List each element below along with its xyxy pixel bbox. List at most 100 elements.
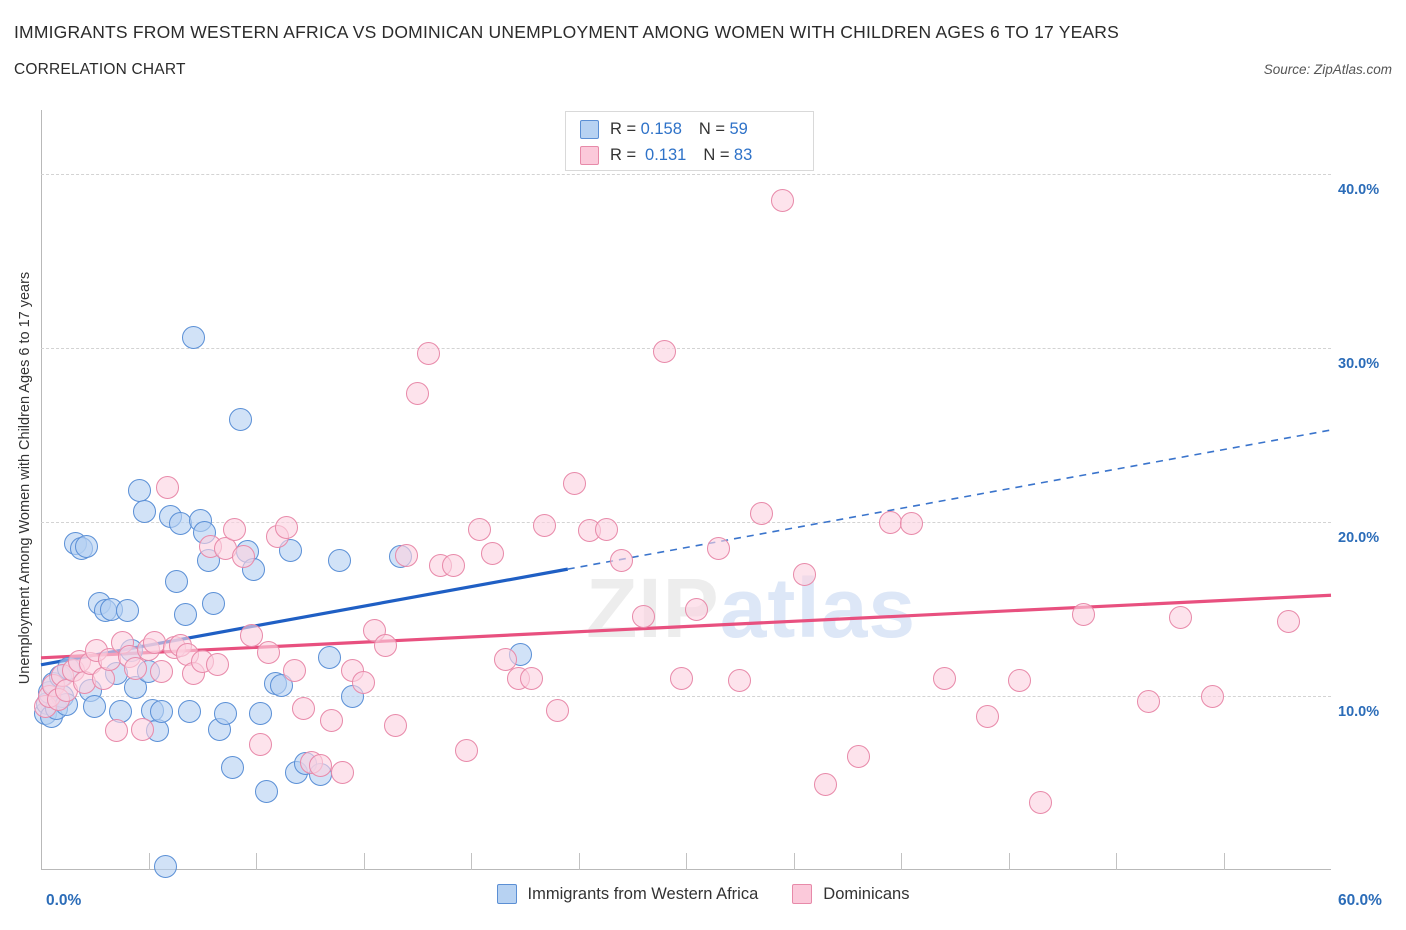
scatter-point-dominicans[interactable]	[685, 597, 709, 621]
scatter-point-dominicans[interactable]	[104, 719, 128, 743]
scatter-point-dominicans[interactable]	[706, 536, 730, 560]
scatter-point-dominicans[interactable]	[231, 545, 255, 569]
scatter-point-dominicans[interactable]	[545, 698, 569, 722]
scatter-point-dominicans[interactable]	[878, 510, 902, 534]
scatter-point-dominicans[interactable]	[405, 381, 429, 405]
scatter-point-dominicans[interactable]	[124, 656, 148, 680]
x-tick-11	[1223, 853, 1225, 870]
scatter-point-dominicans[interactable]	[814, 773, 838, 797]
scatter-point-dominicans[interactable]	[653, 340, 676, 364]
scatter-point-dominicans[interactable]	[771, 188, 795, 212]
scatter-point-dominicans[interactable]	[728, 668, 752, 692]
trendline-blue-dashed	[567, 429, 1332, 570]
stats-legend-row-pink: R = 0.131 N = 83	[580, 142, 752, 168]
scatter-point-dominicans[interactable]	[223, 517, 246, 541]
scatter-point-dominicans[interactable]	[149, 660, 173, 684]
scatter-point-dominicans[interactable]	[416, 341, 440, 365]
scatter-point-dominicans[interactable]	[240, 623, 264, 647]
scatter-point-dominicans[interactable]	[631, 604, 655, 628]
x-axis-max-label: 60.0%	[1338, 892, 1382, 909]
x-tick-5	[578, 853, 580, 870]
scatter-point-immigrants[interactable]	[220, 755, 244, 779]
legend-n-value-pink: 83	[733, 145, 753, 164]
x-tick-4	[471, 853, 472, 870]
x-tick-7	[793, 853, 795, 870]
scatter-point-dominicans[interactable]	[274, 515, 298, 539]
scatter-point-dominicans[interactable]	[309, 754, 332, 778]
scatter-point-immigrants[interactable]	[115, 599, 139, 623]
series-swatch-blue-icon	[496, 884, 517, 904]
scatter-point-dominicans[interactable]	[846, 745, 870, 769]
scatter-point-dominicans[interactable]	[562, 472, 586, 496]
series-legend-label-immigrants: Immigrants from Western Africa	[527, 884, 759, 903]
scatter-point-immigrants[interactable]	[128, 479, 152, 503]
scatter-point-immigrants[interactable]	[214, 701, 238, 725]
scatter-point-dominicans[interactable]	[248, 733, 272, 757]
scatter-point-dominicans[interactable]	[610, 548, 633, 572]
scatter-point-immigrants[interactable]	[229, 408, 253, 432]
scatter-point-immigrants[interactable]	[201, 592, 225, 616]
gridline-30	[41, 348, 1331, 350]
scatter-point-dominicans[interactable]	[900, 512, 924, 536]
scatter-point-dominicans[interactable]	[395, 543, 418, 567]
stats-legend-row-blue: R = 0.158 N = 59	[580, 116, 748, 142]
scatter-point-immigrants[interactable]	[255, 780, 279, 804]
scatter-point-dominicans[interactable]	[792, 562, 816, 586]
scatter-point-immigrants[interactable]	[173, 602, 197, 626]
scatter-point-dominicans[interactable]	[1276, 609, 1300, 633]
scatter-point-immigrants[interactable]	[164, 569, 188, 593]
page-subtitle: CORRELATION CHART	[14, 61, 186, 78]
scatter-point-dominicans[interactable]	[594, 517, 618, 541]
x-tick-1	[148, 853, 150, 870]
scatter-point-immigrants[interactable]	[317, 646, 341, 670]
scatter-point-immigrants[interactable]	[248, 701, 272, 725]
scatter-point-dominicans[interactable]	[352, 670, 375, 694]
scatter-point-dominicans[interactable]	[749, 501, 773, 525]
scatter-point-dominicans[interactable]	[1029, 790, 1053, 814]
scatter-point-immigrants[interactable]	[132, 500, 156, 524]
scatter-point-dominicans[interactable]	[384, 714, 408, 738]
series-legend-item-immigrants[interactable]: Immigrants from Western Africa	[496, 884, 759, 904]
series-legend-label-dominicans: Dominicans	[823, 884, 910, 903]
scatter-point-dominicans[interactable]	[205, 653, 229, 677]
scatter-point-immigrants[interactable]	[182, 326, 206, 350]
legend-n-value-blue: 59	[729, 119, 748, 138]
y-axis-title: Unemployment Among Women with Children A…	[17, 271, 33, 685]
scatter-point-dominicans[interactable]	[1007, 668, 1031, 692]
scatter-point-dominicans[interactable]	[468, 517, 492, 541]
scatter-point-dominicans[interactable]	[932, 667, 956, 691]
scatter-point-dominicans[interactable]	[1169, 606, 1192, 630]
scatter-point-immigrants[interactable]	[328, 548, 352, 572]
scatter-point-immigrants[interactable]	[149, 700, 173, 724]
scatter-point-dominicans[interactable]	[1201, 684, 1225, 708]
scatter-point-dominicans[interactable]	[319, 708, 343, 732]
scatter-point-dominicans[interactable]	[373, 634, 397, 658]
scatter-point-immigrants[interactable]	[154, 855, 178, 879]
scatter-point-dominicans[interactable]	[130, 717, 154, 741]
scatter-point-dominicans[interactable]	[975, 705, 999, 729]
legend-n-key-blue: N =	[698, 119, 726, 138]
scatter-point-dominicans[interactable]	[455, 738, 479, 762]
scatter-point-dominicans[interactable]	[519, 667, 543, 691]
scatter-point-dominicans[interactable]	[283, 658, 307, 682]
series-legend-item-dominicans[interactable]: Dominicans	[792, 884, 909, 904]
scatter-point-immigrants[interactable]	[83, 695, 107, 719]
scatter-point-dominicans[interactable]	[291, 696, 315, 720]
scatter-point-dominicans[interactable]	[1072, 602, 1096, 626]
scatter-point-dominicans[interactable]	[442, 554, 466, 578]
page-title: IMMIGRANTS FROM WESTERN AFRICA VS DOMINI…	[14, 22, 1120, 42]
scatter-point-dominicans[interactable]	[481, 541, 504, 565]
scatter-point-dominicans[interactable]	[493, 648, 517, 672]
scatter-point-immigrants[interactable]	[74, 535, 98, 559]
scatter-point-dominicans[interactable]	[156, 475, 180, 499]
scatter-point-dominicans[interactable]	[257, 641, 281, 665]
scatter-point-dominicans[interactable]	[330, 761, 354, 785]
scatter-point-dominicans[interactable]	[670, 667, 694, 691]
series-swatch-pink-icon	[792, 884, 813, 904]
legend-r-key-blue: R =	[610, 119, 637, 138]
x-tick-2	[256, 853, 257, 870]
scatter-point-dominicans[interactable]	[532, 514, 556, 538]
scatter-point-dominicans[interactable]	[1136, 689, 1160, 713]
scatter-point-immigrants[interactable]	[177, 700, 201, 724]
source-label: Source: ZipAtlas.com	[1263, 62, 1392, 77]
